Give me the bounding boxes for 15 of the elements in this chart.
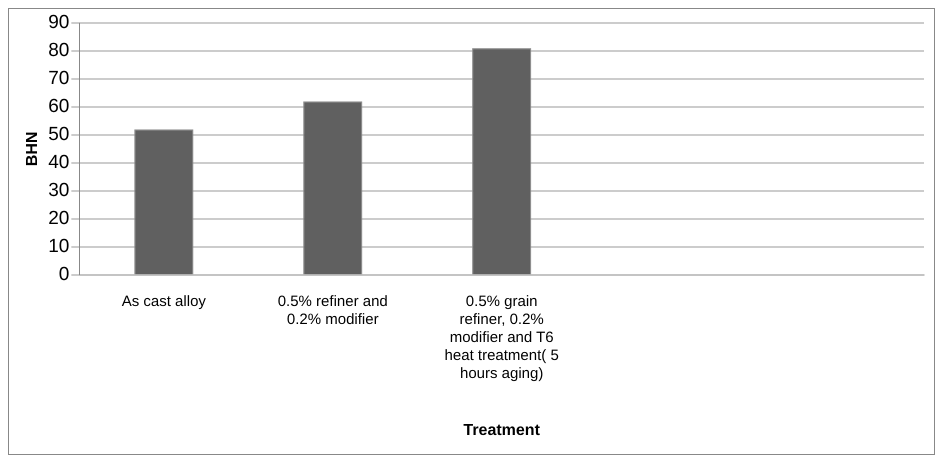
y-tick-label: 20: [48, 208, 70, 230]
y-tick-label: 60: [48, 96, 70, 118]
y-tick-label: 90: [48, 12, 70, 34]
x-axis-title: Treatment: [463, 422, 541, 439]
y-tick-label: 30: [48, 180, 70, 202]
x-tick-label: 0.5% grain refiner, 0.2% modifier and T6 heat treatment( 5 hours aging): [444, 292, 559, 382]
y-tick-label: 0: [58, 264, 70, 286]
y-tick-label: 40: [48, 152, 70, 174]
y-tick-label: 70: [48, 68, 70, 90]
y-tick-label: 50: [48, 124, 70, 146]
y-axis-title: BHN: [24, 132, 42, 166]
x-tick-label: As cast alloy: [122, 292, 206, 310]
x-tick-label: 0.5% refiner and 0.2% modifier: [278, 292, 388, 328]
y-tick-label: 10: [48, 236, 70, 258]
y-tick-label: 80: [48, 40, 70, 62]
